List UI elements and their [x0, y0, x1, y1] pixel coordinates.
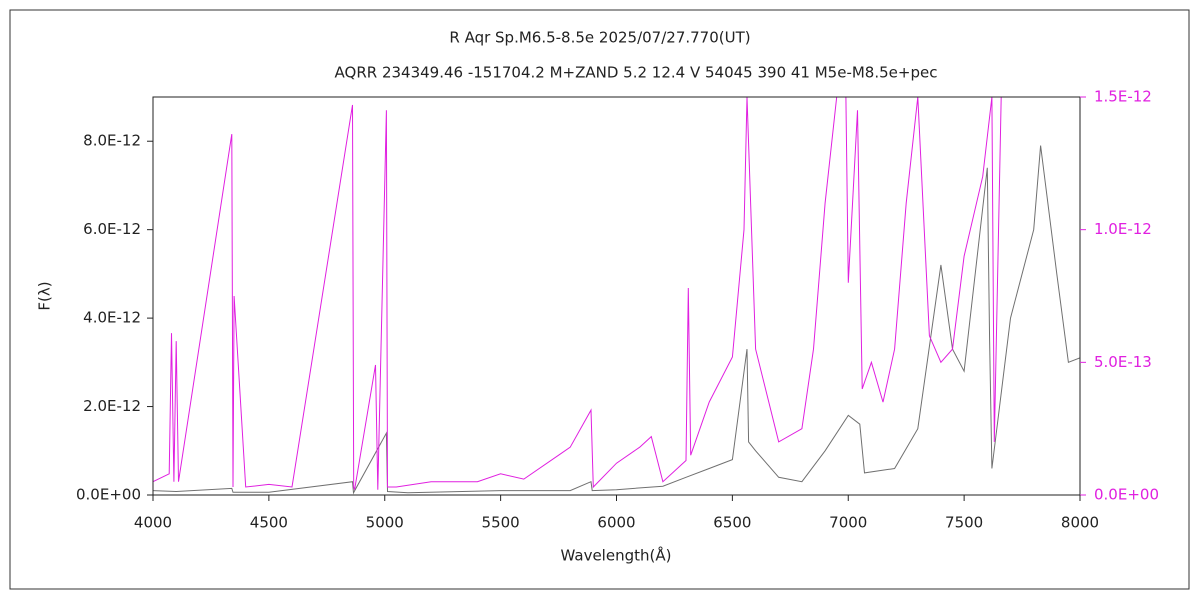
y-tick-label: 0.0E+00 [76, 486, 141, 504]
y-tick-label: 6.0E-12 [83, 220, 141, 238]
x-tick-label: 5500 [482, 514, 520, 532]
y2-tick-label: 5.0E-13 [1094, 353, 1152, 371]
x-axis-label: Wavelength(Å) [561, 546, 672, 565]
y-tick-label: 8.0E-12 [83, 132, 141, 150]
x-tick-label: 4500 [250, 514, 288, 532]
x-tick-label: 8000 [1061, 514, 1099, 532]
spectrum-line [153, 145, 1080, 495]
chart-subtitle: AQRR 234349.46 -151704.2 M+ZAND 5.2 12.4… [335, 64, 938, 82]
y2-tick-label: 1.5E-12 [1094, 88, 1152, 106]
plot-area [153, 97, 1080, 495]
x-tick-label: 4000 [134, 514, 172, 532]
x-tick-label: 7000 [829, 514, 867, 532]
y-tick-label: 4.0E-12 [83, 309, 141, 327]
y-axis-label: F(λ) [36, 281, 54, 310]
chart-title: R Aqr Sp.M6.5-8.5e 2025/07/27.770(UT) [449, 29, 750, 47]
x-tick-label: 6500 [713, 514, 751, 532]
y-tick-label: 2.0E-12 [83, 397, 141, 415]
x-tick-label: 5000 [366, 514, 404, 532]
spectrum-line [153, 97, 1002, 490]
x-tick-label: 7500 [945, 514, 983, 532]
y2-tick-label: 0.0E+00 [1094, 486, 1159, 504]
x-tick-label: 6000 [597, 514, 635, 532]
y2-tick-label: 1.0E-12 [1094, 220, 1152, 238]
